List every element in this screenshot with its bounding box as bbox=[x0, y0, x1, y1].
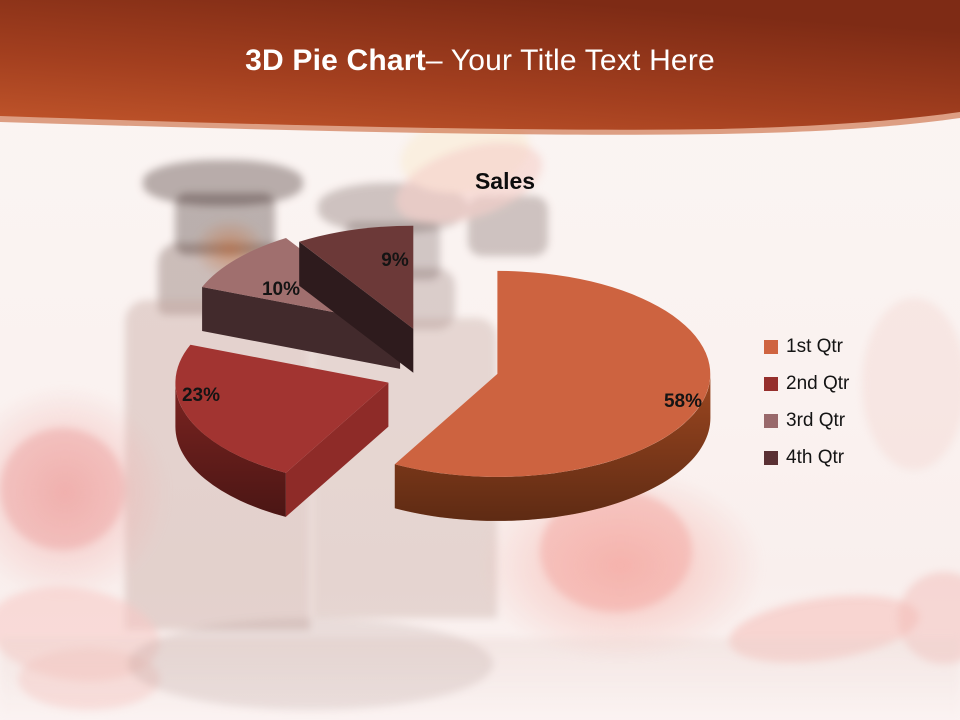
pie-face bbox=[394, 373, 711, 521]
pie-face bbox=[175, 382, 286, 517]
legend-item: 3rd Qtr bbox=[764, 402, 849, 439]
background-pink-smear-right bbox=[862, 298, 960, 470]
pie-face bbox=[202, 287, 401, 369]
legend-label: 1st Qtr bbox=[786, 335, 844, 357]
header-band bbox=[0, 0, 960, 135]
chart-legend: 1st Qtr 2nd Qtr 3rd Qtr 4th Qtr bbox=[764, 328, 849, 476]
background-petal-bottom-left-2 bbox=[18, 648, 160, 710]
chart-title: Sales bbox=[474, 168, 536, 194]
pie-face bbox=[175, 344, 389, 473]
pie-slice-4th-qtr bbox=[299, 225, 414, 373]
background-rose-left bbox=[0, 385, 170, 600]
legend-item: 2nd Qtr bbox=[764, 365, 849, 402]
data-label-2nd-qtr: 23% bbox=[181, 385, 221, 406]
slide-title-bold: 3D Pie Chart bbox=[245, 44, 426, 77]
background-bottle-left-cap bbox=[143, 160, 303, 206]
data-label-4th-qtr: 9% bbox=[381, 250, 409, 271]
background-floor-reflection bbox=[0, 638, 960, 720]
legend-swatch bbox=[764, 376, 778, 391]
pie-face bbox=[394, 270, 711, 477]
header-wave bbox=[0, 0, 960, 130]
legend-item: 4th Qtr bbox=[764, 439, 849, 476]
pie-slice-1st-qtr bbox=[394, 270, 711, 521]
pie-face bbox=[299, 225, 414, 329]
pie-face bbox=[285, 382, 389, 517]
legend-swatch bbox=[764, 450, 778, 465]
pie-face bbox=[299, 241, 414, 373]
legend-item: 1st Qtr bbox=[764, 328, 849, 365]
data-label-1st-qtr: 58% bbox=[663, 391, 703, 412]
slide-title-rest: – Your Title Text Here bbox=[425, 44, 715, 77]
background-bottle-reflection bbox=[128, 618, 493, 710]
data-label-3rd-qtr: 10% bbox=[261, 279, 301, 300]
legend-label: 2nd Qtr bbox=[786, 372, 850, 394]
legend-swatch bbox=[764, 339, 778, 354]
legend-label: 4th Qtr bbox=[786, 446, 845, 468]
legend-swatch bbox=[764, 413, 778, 428]
slide-title: 3D Pie Chart– Your Title Text Here bbox=[0, 44, 960, 78]
pie-slice-2nd-qtr bbox=[175, 344, 389, 517]
background-rose-left-core bbox=[0, 428, 125, 550]
legend-label: 3rd Qtr bbox=[786, 409, 846, 431]
